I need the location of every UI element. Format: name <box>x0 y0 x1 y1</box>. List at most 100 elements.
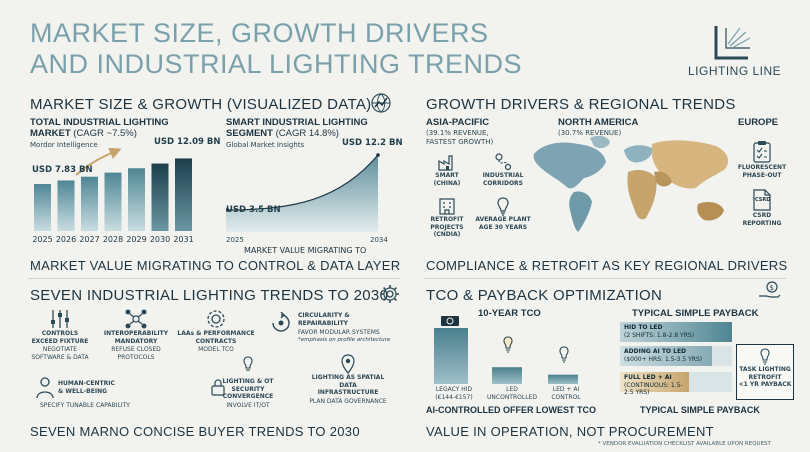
tco-bar-2 <box>548 374 578 384</box>
tco-bar-label-led-ai: LED + AI CONTROL <box>551 386 581 401</box>
tco-caption: VALUE IN OPERATION, NOT PROCUREMENT <box>426 424 714 439</box>
na-name: NORTH AMERICA <box>558 117 639 128</box>
tco-bar-1 <box>492 367 522 384</box>
person-icon <box>34 376 56 400</box>
brand-name: LIGHTING LINE <box>688 64 782 78</box>
bar-2025 <box>34 184 51 231</box>
cash-icon <box>440 314 460 328</box>
ten-year-tco-caption: AI-CONTROLLED OFFER LOWEST TCO <box>426 405 596 415</box>
map-asia <box>652 140 729 189</box>
driver-average-plant-age: AVERAGE PLANT AGE 30 YEARS <box>474 196 532 231</box>
total-market-source: Mordor Intelligence <box>30 141 98 149</box>
csrd-badge: CSRD <box>755 197 771 203</box>
money-hand-icon: $ <box>758 280 782 302</box>
map-south-america <box>569 191 592 232</box>
recycle-icon <box>270 312 292 334</box>
chart-globe-icon <box>370 92 392 114</box>
lock-icon <box>210 378 226 396</box>
total-market-cagr: (CAGR ~7.5%) <box>73 128 137 139</box>
page-title: MARKET SIZE, GROWTH DRIVERS AND INDUSTRI… <box>30 18 522 80</box>
world-map <box>533 135 729 232</box>
total-market-end-label: USD 12.09 BN <box>154 137 221 147</box>
smart-segment-sub: MARKET VALUE MIGRATING TO <box>244 246 367 255</box>
tco-bar-label-hid: LEGACY HID (€144-€157) <box>435 386 473 401</box>
bar-tick-2031: 2031 <box>173 235 193 244</box>
driver-smart-china: SMART (CHINA) <box>430 152 464 187</box>
payback-bar-ai-to-led: ADDING AI TO LED ($000+ HRS: 1.5-3.5 YRS… <box>620 346 712 366</box>
map-north-america <box>533 142 606 189</box>
smart-segment-title: SMART INDUSTRIAL LIGHTING SEGMENT (CAGR … <box>226 117 406 139</box>
ai-bulb-icon <box>556 346 572 364</box>
bar-2027 <box>81 176 98 231</box>
apac-detail-line-1: (39.1% REVENUE, <box>426 129 489 137</box>
map-europe <box>624 145 653 163</box>
factory-icon <box>430 152 464 172</box>
lightbulb-small-icon <box>210 356 286 372</box>
ten-year-tco-title: 10-YEAR TCO <box>478 308 541 319</box>
bar-tick-2025: 2025 <box>32 235 52 244</box>
market-heading: MARKET SIZE & GROWTH (VISUALIZED DATA) <box>30 96 372 113</box>
bar-tick-2026: 2026 <box>56 235 76 244</box>
smart-area-fill <box>226 155 378 232</box>
checklist-icon <box>734 140 790 164</box>
network-icon <box>98 308 174 330</box>
trend-controls: CONTROLS EXCEED FIXTURE NEGOTIATE SOFTWA… <box>24 308 96 361</box>
led-bulb-icon <box>500 336 516 354</box>
smart-segment-source: Global Market Insights <box>226 141 305 149</box>
trend-human-centric: HUMAN-CENTRIC & WELL-BEING <box>58 380 115 395</box>
apac-detail: (39.1% REVENUE, FASTEST GROWTH) <box>426 129 493 146</box>
driver-csrd-reporting: CSRD CSRD REPORTING <box>736 188 788 227</box>
page-title-line-1: MARKET SIZE, GROWTH DRIVERS <box>30 18 489 48</box>
bar-2030 <box>151 163 169 231</box>
smart-area-line <box>226 154 379 211</box>
bar-tick-2029: 2029 <box>126 235 146 244</box>
vendor-footnote: * VENDOR EVALUATION CHECKLIST AVAILABLE … <box>598 441 771 447</box>
payback-track-hid-to-led: HID TO LED (2 SHIFTS: 1.8-2.8 YRS) <box>620 322 732 342</box>
driver-retrofit-projects: RETROFIT PROJECTS (CNDIA) <box>428 196 466 239</box>
smart-segment-x-end: 2034 <box>370 236 388 244</box>
growth-caption: COMPLIANCE & RETROFIT AS KEY REGIONAL DR… <box>426 258 788 273</box>
payback-bar-hid-to-led: HID TO LED (2 SHIFTS: 1.8-2.8 YRS) <box>620 322 732 342</box>
trend-laas-performance: LAAs & PERFORMANCE CONTRACTS MODEL TCO <box>174 308 258 354</box>
map-africa <box>627 170 657 220</box>
smart-point-2034 <box>376 153 380 157</box>
bar-2026 <box>57 180 75 231</box>
bar-2028 <box>104 172 122 231</box>
total-market-title: TOTAL INDUSTRIAL LIGHTING MARKET (CAGR ~… <box>30 117 220 139</box>
apac-detail-line-2: FASTEST GROWTH) <box>426 137 494 146</box>
tco-bar-0 <box>434 328 468 384</box>
smart-segment-x-start: 2025 <box>226 236 244 244</box>
lighting-line-logo-icon <box>712 24 754 62</box>
task-bulb-icon <box>737 348 793 366</box>
growth-arrow <box>75 147 122 176</box>
na-detail: (30.7% REVENUE) <box>558 129 622 137</box>
sliders-icon <box>24 308 96 330</box>
settings-cog-icon <box>174 308 258 330</box>
bar-2031 <box>175 158 192 231</box>
eu-name: EUROPE <box>738 117 779 128</box>
payback-track-full-led-ai: FULL LED + AI (CONTINUOUS: 1.5-2.5 YRS) <box>620 372 732 396</box>
total-market-title-line-2: MARKET <box>30 128 71 139</box>
building-icon <box>428 196 466 216</box>
svg-text:$: $ <box>770 284 774 292</box>
market-caption: MARKET VALUE MIGRATING TO CONTROL & DATA… <box>30 258 401 273</box>
payback-caption: TYPICAL SIMPLE PAYBACK <box>640 405 760 415</box>
map-greenland <box>590 135 610 149</box>
tco-heading: TCO & PAYBACK OPTIMIZATION <box>426 287 663 304</box>
smart-segment-end-label: USD 12.2 BN <box>342 138 403 148</box>
gear-icon <box>380 284 400 304</box>
map-australia <box>697 202 724 221</box>
bulb-icon <box>474 196 532 216</box>
ten-year-tco-chart <box>434 328 578 384</box>
divider-right <box>424 278 786 279</box>
task-lighting-box: TASK LIGHTING RETROFIT <1 YR PAYBACK <box>736 344 794 400</box>
total-market-title-line-1: TOTAL INDUSTRIAL LIGHTING <box>30 117 169 128</box>
trend-ot-security: LIGHTING & OT SECURITY CONVERGENCE INVOL… <box>210 356 286 409</box>
trend-circularity: CIRCULARITY & REPAIRABILITY FAVOR MODULA… <box>298 312 391 343</box>
tco-bar-label-led: LED UNCONTROLLED <box>487 386 537 401</box>
map-middle-east <box>654 171 672 187</box>
bar-2029 <box>128 168 145 231</box>
driver-industrial-corridors: INDUSTRIAL CORRIDORS <box>478 152 528 187</box>
smart-segment-title-line-2: SEGMENT <box>226 128 273 139</box>
trends-heading: SEVEN INDUSTRIAL LIGHTING TRENDS TO 2030 <box>30 287 389 304</box>
